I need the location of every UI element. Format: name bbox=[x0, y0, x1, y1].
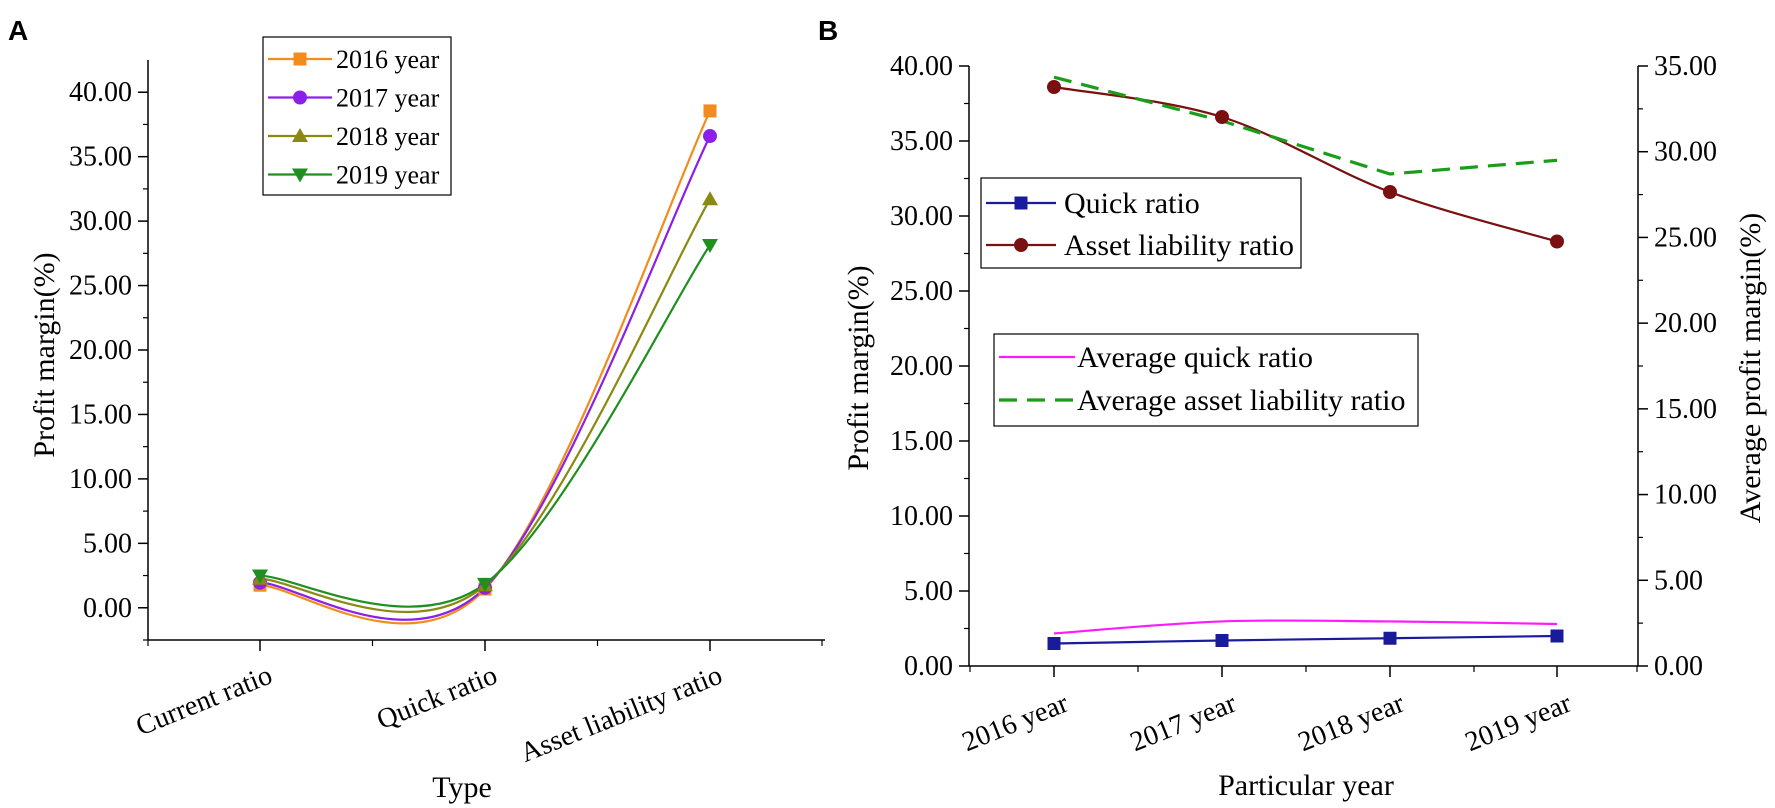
panel-b-y-tick-label-right: 20.00 bbox=[1654, 308, 1717, 339]
panel-a-data-point bbox=[703, 129, 717, 144]
panel-b-legend-label: Asset liability ratio bbox=[1064, 229, 1294, 262]
panel-a-data-point bbox=[702, 238, 718, 253]
panel-b: B 0.00 5.00 10.00 15.00 20.00 25.00 30.00 35.00… bbox=[818, 15, 1767, 802]
panel-a-x-tick-label: Quick ratio bbox=[372, 660, 501, 736]
panel-a-data-point bbox=[702, 191, 718, 206]
panel-b-y-ticks-right: 0.00 5.00 10.00 15.00 20.00 25.00 30.00 35.00 bbox=[1638, 51, 1717, 682]
panel-b-y-tick-label: 10.00 bbox=[890, 501, 953, 532]
panel-a-data-point bbox=[703, 104, 717, 118]
panel-b-y-tick-label: 40.00 bbox=[890, 51, 953, 82]
panel-b-y-tick-label-right: 10.00 bbox=[1654, 480, 1717, 511]
panel-b-x-tick-label: 2017 year bbox=[1126, 687, 1241, 758]
panel-a-y-tick-label: 20.00 bbox=[69, 335, 132, 366]
panel-b-x-tick-label: 2016 year bbox=[958, 687, 1073, 758]
panel-a-series-line bbox=[259, 135, 711, 621]
panel-b-series-line bbox=[1053, 85, 1558, 243]
panel-b-y-tick-label-right: 30.00 bbox=[1654, 137, 1717, 168]
panel-b-x-title: Particular year bbox=[1218, 769, 1394, 802]
panel-b-y-tick-label: 25.00 bbox=[890, 276, 953, 307]
panel-b-y-tick-label: 0.00 bbox=[904, 651, 953, 682]
panel-b-series-line bbox=[1053, 75, 1558, 176]
panel-b-data-point bbox=[1383, 631, 1397, 645]
panel-b-markers bbox=[1047, 80, 1564, 650]
panel-b-x-ticks: 2016 year 2017 year 2018 year 2019 year bbox=[958, 666, 1638, 758]
panel-a-legend: 2016 year 2017 year 2018 year 2019 year bbox=[262, 36, 452, 196]
panel-b-legend-marker bbox=[1014, 196, 1028, 210]
panel-b-y-tick-label-right: 35.00 bbox=[1654, 51, 1717, 82]
panel-b-y-tick-label: 30.00 bbox=[890, 201, 953, 232]
panel-a-legend-marker bbox=[292, 128, 308, 142]
panel-b-data-point bbox=[1215, 110, 1229, 124]
panel-a-lines bbox=[259, 110, 711, 625]
panel-a-legend-label: 2018 year bbox=[336, 122, 440, 151]
panel-a-y-ticks: 0.00 5.00 10.00 15.00 20.00 25.00 30.00 35.00 40… bbox=[69, 77, 148, 641]
panel-a-y-tick-label: 40.00 bbox=[69, 77, 132, 108]
panel-b-y-ticks: 0.00 5.00 10.00 15.00 20.00 25.00 30.00 35.00 40… bbox=[890, 51, 969, 682]
panel-a-x-ticks: Current ratio Quick ratio Asset liability … bbox=[132, 640, 823, 769]
panel-a-y-tick-label: 30.00 bbox=[69, 206, 132, 237]
panel-b-data-point bbox=[1550, 234, 1564, 249]
panel-b-legend-label: Average quick ratio bbox=[1077, 341, 1313, 374]
panel-b-y-tick-label: 5.00 bbox=[904, 576, 953, 607]
panel-b-legend2-box bbox=[993, 333, 1419, 427]
panel-b-y-tick-label-right: 25.00 bbox=[1654, 222, 1717, 253]
panel-b-legend-right-axis: Average quick ratio Average asset liabili… bbox=[993, 333, 1419, 427]
panel-a-y-title: Profit margin(%) bbox=[28, 252, 61, 457]
panel-b-series-line bbox=[1053, 634, 1558, 645]
panel-b-y-tick-label: 20.00 bbox=[890, 351, 953, 382]
panel-a-y-tick-label: 10.00 bbox=[69, 464, 132, 495]
panel-b-legend-label: Average asset liability ratio bbox=[1077, 384, 1406, 417]
panel-b-legend-marker bbox=[1014, 238, 1028, 252]
panel-b-lines bbox=[1053, 75, 1558, 645]
panel-b-y-tick-label-right: 0.00 bbox=[1654, 651, 1703, 682]
panel-b-data-point bbox=[1047, 637, 1061, 650]
panel-b-legend-label: Quick ratio bbox=[1064, 187, 1200, 220]
panel-a-y-tick-label: 35.00 bbox=[69, 142, 132, 173]
panel-a-y-tick-label: 0.00 bbox=[83, 593, 132, 624]
panel-a-x-title: Type bbox=[432, 771, 492, 804]
panel-a-x-tick-label: Current ratio bbox=[132, 660, 277, 743]
panel-b-data-point bbox=[1550, 629, 1564, 643]
panel-a-data-point bbox=[477, 577, 493, 592]
panel-b-y-tick-label-right: 5.00 bbox=[1654, 565, 1703, 596]
panel-a-markers bbox=[252, 104, 718, 596]
panel-b-legend-left-axis: Quick ratio Asset liability ratio bbox=[980, 177, 1302, 269]
panel-b-x-tick-label: 2019 year bbox=[1461, 687, 1576, 758]
panel-b-y-tick-label-right: 15.00 bbox=[1654, 394, 1717, 425]
panel-a-y-tick-label: 25.00 bbox=[69, 271, 132, 302]
panel-b-data-point bbox=[1047, 80, 1061, 94]
panel-a-series-line bbox=[259, 244, 711, 608]
panel-a-data-point bbox=[252, 569, 268, 584]
panel-a-legend-marker bbox=[292, 168, 308, 183]
panel-b-y-title: Profit margin(%) bbox=[842, 265, 875, 470]
panel-a-x-tick-label: Asset liability ratio bbox=[516, 660, 727, 769]
panel-b-data-point bbox=[1383, 185, 1397, 199]
panel-a-series-line bbox=[259, 198, 711, 613]
panel-b-series-line bbox=[1053, 619, 1558, 635]
panel-b-x-tick-label: 2018 year bbox=[1294, 687, 1409, 758]
panel-b-legend1-box bbox=[980, 177, 1302, 269]
panel-a-legend-label: 2019 year bbox=[336, 161, 440, 190]
panel-a-label: A bbox=[8, 15, 28, 46]
panel-b-y-tick-label: 15.00 bbox=[890, 426, 953, 457]
panel-a-y-tick-label: 15.00 bbox=[69, 399, 132, 430]
panel-a-legend-label: 2016 year bbox=[336, 45, 440, 74]
panel-b-label: B bbox=[818, 15, 838, 46]
panel-b-data-point bbox=[1215, 634, 1229, 647]
panel-b-y-title-right: Average profit margin(%) bbox=[1734, 213, 1767, 523]
panel-b-y-tick-label: 35.00 bbox=[890, 126, 953, 157]
panel-a-legend-label: 2017 year bbox=[336, 84, 440, 113]
panel-a-legend-marker bbox=[293, 52, 307, 66]
panel-a-legend-marker bbox=[293, 90, 307, 105]
panel-a-y-tick-label: 5.00 bbox=[83, 528, 132, 559]
panel-a: A 0.00 5.00 10.00 15.00 20.00 25.00 30.00 35.00… bbox=[8, 15, 825, 804]
